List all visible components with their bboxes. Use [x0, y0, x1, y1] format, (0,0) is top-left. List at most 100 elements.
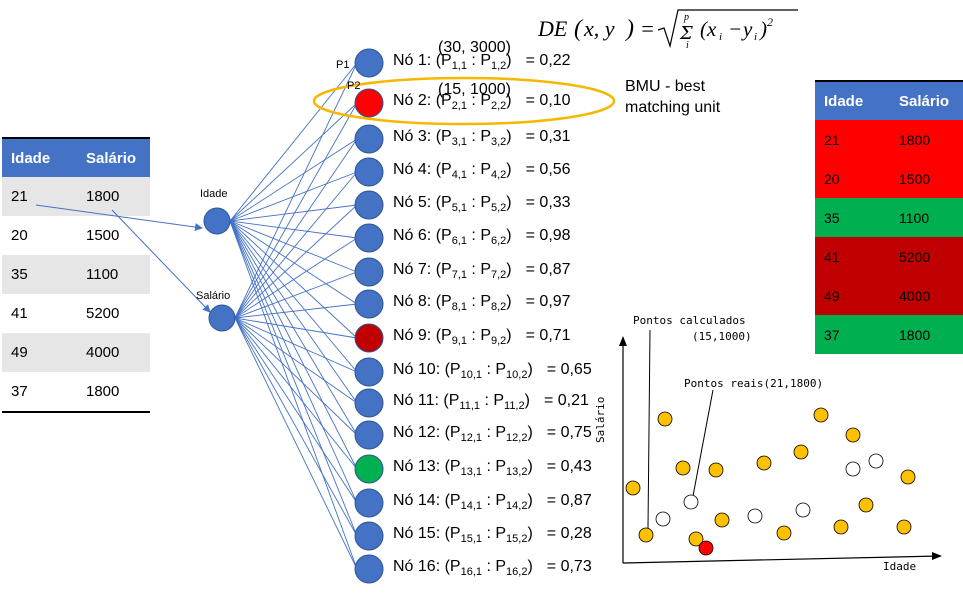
output-node	[354, 323, 384, 353]
node-name: Nó 5: (P	[393, 194, 452, 211]
node-name: Nó 11: (P	[393, 392, 460, 409]
node-subscript: 5,2	[491, 202, 507, 215]
cell-salario: 1500	[86, 227, 120, 244]
formula-svg: DE ( x, y ) = p Σ i (x i − y i ) 2	[538, 9, 798, 50]
node-separator: : P	[466, 52, 491, 69]
cell-idade: 35	[824, 209, 840, 226]
node-name: Nó 6: (P	[393, 227, 452, 244]
node-name: Nó 9: (P	[393, 327, 452, 344]
node-separator: : P	[482, 458, 507, 475]
node-subscript: 16,2	[506, 566, 528, 579]
x-axis	[622, 555, 941, 564]
node-label: Nó 11: (P11,1 : P11,2) = 0,21	[393, 392, 589, 412]
output-node	[354, 420, 384, 450]
node-subscript: 3,2	[491, 136, 507, 149]
scatter-point	[625, 480, 641, 496]
node-subscript: 1,1	[451, 60, 467, 73]
node-subscript: 8,1	[451, 301, 467, 314]
weight-label-p2: P2	[347, 80, 361, 92]
edge	[234, 317, 358, 470]
node-close: )	[506, 293, 512, 310]
node-distance: = 0,98	[525, 227, 571, 244]
node-name: Nó 13: (P	[393, 458, 461, 475]
table-row: 49 4000	[2, 333, 150, 372]
node-name: Nó 16: (P	[393, 558, 461, 575]
node-name: Nó 1: (P	[393, 52, 452, 69]
node-distance: = 0,31	[525, 128, 571, 145]
header-idade: Idade	[11, 149, 51, 167]
cell-idade: 41	[11, 305, 28, 322]
svg-text:p: p	[683, 12, 689, 23]
node-label: Nó 7: (P7,1 : P7,2) = 0,87	[393, 261, 571, 281]
plot-ylabel: Salário	[594, 396, 607, 443]
edge	[234, 317, 358, 339]
node-subscript: 4,2	[491, 169, 507, 182]
node-name: Nó 3: (P	[393, 128, 452, 145]
svg-text:=: =	[640, 16, 655, 41]
scatter-point	[900, 469, 916, 485]
svg-text:y: y	[741, 17, 753, 41]
input-label-salario: Salário	[196, 290, 231, 302]
node-close: )	[527, 361, 533, 378]
node-label: Nó 13: (P13,1 : P13,2) = 0,43	[393, 458, 592, 478]
node-subscript: 14,1	[460, 500, 483, 513]
node-separator: : P	[466, 293, 491, 310]
node-separator: : P	[466, 161, 491, 178]
calc-points-label: Pontos calculados	[633, 314, 746, 327]
node-close: )	[506, 161, 512, 178]
node-label: Nó 1: (P1,1 : P1,2) = 0,22	[393, 52, 571, 72]
output-node	[354, 554, 384, 584]
edge	[234, 171, 358, 319]
output-node	[354, 124, 384, 154]
input-data-table: Idade Salário 21 1800 20 1500 35 1100 41 5200 49…	[2, 137, 150, 413]
edge	[229, 220, 358, 504]
x-axis-arrow	[932, 552, 942, 560]
node-close: )	[527, 558, 533, 575]
node-subscript: 7,1	[451, 269, 467, 282]
node-close: )	[527, 492, 533, 509]
node-name: Nó 8: (P	[393, 293, 452, 310]
node-distance: = 0,21	[543, 392, 589, 409]
node-separator: : P	[466, 128, 491, 145]
node-separator: : P	[466, 227, 491, 244]
y-axis-arrow	[619, 336, 627, 346]
node-subscript: 10,1	[460, 369, 483, 382]
bmu-label-line1: BMU - best	[625, 78, 706, 95]
edge	[234, 303, 358, 319]
svg-text:DE: DE	[538, 16, 568, 41]
svg-text:Σ: Σ	[679, 23, 693, 44]
node-subscript: 8,2	[491, 301, 507, 314]
scatter-point	[795, 502, 811, 518]
node-subscript: 2,1	[451, 100, 467, 113]
node-name: Nó 4: (P	[393, 161, 452, 178]
node-distance: = 0,33	[525, 194, 571, 211]
node-name: Nó 14: (P	[393, 492, 461, 509]
edge	[234, 317, 358, 436]
table-row: 21 1800	[815, 120, 963, 159]
node-name: Nó 12: (P	[393, 424, 461, 441]
node-close: )	[506, 128, 512, 145]
node-distance: = 0,71	[525, 327, 571, 344]
node-name: Nó 7: (P	[393, 261, 452, 278]
output-node	[354, 223, 384, 253]
input-node-salario	[208, 304, 236, 332]
cell-salario: 1500	[899, 170, 931, 187]
scatter-point	[747, 508, 763, 524]
edge	[234, 138, 358, 319]
svg-text:−: −	[728, 17, 742, 41]
edge	[234, 102, 358, 319]
node-label: Nó 15: (P15,1 : P15,2) = 0,28	[393, 525, 592, 545]
output-node	[354, 388, 384, 418]
node-subscript: 2,2	[491, 100, 507, 113]
node-subscript: 1,2	[491, 60, 507, 73]
svg-text:): )	[624, 16, 634, 42]
scatter-point	[845, 427, 861, 443]
input-node-idade	[203, 207, 231, 235]
edge	[229, 220, 358, 570]
cell-idade: 49	[824, 287, 840, 304]
node-distance: = 0,22	[525, 52, 571, 69]
node-separator: : P	[482, 525, 507, 542]
node-separator: : P	[482, 361, 507, 378]
output-node	[354, 289, 384, 319]
cell-idade: 37	[11, 383, 28, 400]
